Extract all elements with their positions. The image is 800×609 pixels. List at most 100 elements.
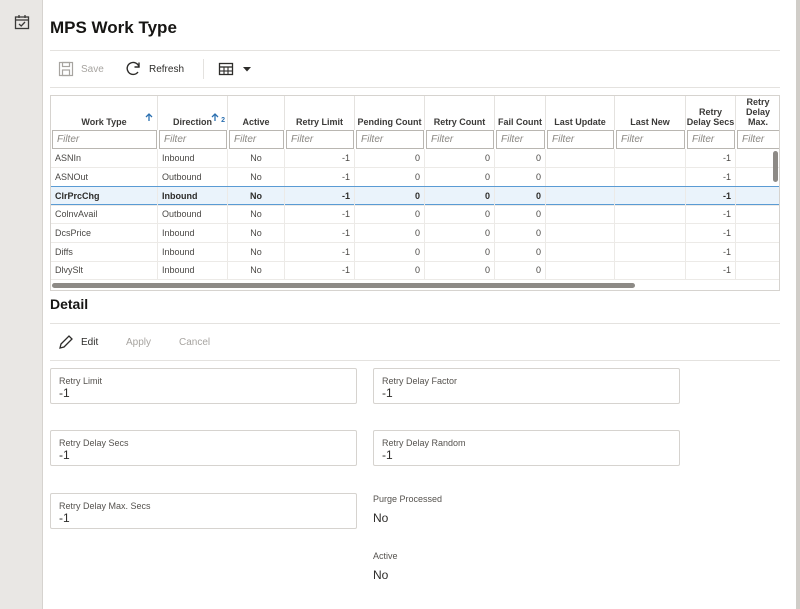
vertical-scrollbar[interactable] (773, 151, 778, 182)
table-row[interactable]: ASNIn Inbound No -1 0 0 0 -1 (51, 149, 779, 168)
table-cell: 0 (425, 223, 495, 243)
table-cell: Inbound (158, 242, 228, 262)
table-cell: No (228, 242, 285, 262)
input-field[interactable]: Retry Delay Factor -1 (373, 368, 680, 404)
cancel-button[interactable]: Cancel (179, 337, 211, 348)
filter-input[interactable]: Filter (356, 130, 424, 149)
table-cell: 0 (495, 149, 546, 168)
table-cell: -1 (285, 149, 355, 168)
input-field[interactable]: Retry Delay Secs -1 (50, 430, 357, 466)
table-cell (615, 205, 686, 225)
table-cell: -1 (285, 223, 355, 243)
column-header[interactable]: Fail Count (495, 96, 546, 130)
table-cell: No (228, 223, 285, 243)
column-header[interactable]: Last New (615, 96, 686, 130)
table-cell: 0 (355, 242, 425, 262)
table-cell (615, 242, 686, 262)
divider (50, 360, 780, 361)
table-cell: 0 (495, 205, 546, 225)
table-cell: -1 (285, 261, 355, 281)
column-header[interactable]: Retry Count (425, 96, 495, 130)
table-cell: -1 (686, 187, 736, 207)
table-row[interactable]: Diffs Inbound No -1 0 0 0 -1 (51, 242, 779, 262)
table-cell (736, 224, 779, 243)
view-menu[interactable] (218, 62, 254, 76)
table-cell (546, 223, 615, 243)
table-cell (615, 261, 686, 281)
column-header-text: Retry Delay Secs (686, 107, 735, 127)
table-cell (546, 205, 615, 225)
column-header[interactable]: Active (228, 96, 285, 130)
field-label: Retry Delay Max. Secs (59, 501, 151, 511)
table-row[interactable]: DlvySlt Inbound No -1 0 0 0 -1 (51, 261, 779, 281)
column-header-text: Work Type (81, 117, 127, 127)
table-cell: 0 (495, 223, 546, 243)
field-value: -1 (59, 386, 70, 400)
edit-button[interactable]: Edit (81, 337, 99, 348)
column-header[interactable]: Work Type (51, 96, 158, 130)
table-row[interactable]: DcsPrice Inbound No -1 0 0 0 -1 (51, 223, 779, 243)
column-header[interactable]: Retry Delay Max. (736, 96, 779, 130)
table-cell: ClrPrcChg (51, 187, 158, 207)
filter-input[interactable]: Filter (426, 130, 494, 149)
save-button[interactable]: Save (81, 64, 104, 75)
filter-input[interactable]: Filter (286, 130, 354, 149)
filter-input[interactable]: Filter (496, 130, 545, 149)
table-cell: Inbound (158, 187, 228, 207)
column-header-text: Pending Count (357, 117, 422, 127)
table-cell: Outbound (158, 167, 228, 187)
data-table: Work Type Filter Direction 2 Filter Active Fil… (50, 95, 780, 291)
table-cell: -1 (285, 242, 355, 262)
table-cell: 0 (355, 223, 425, 243)
table-row[interactable]: ClrPrcChg Inbound No -1 0 0 0 -1 (51, 186, 779, 207)
column-header[interactable]: Direction 2 (158, 96, 228, 130)
edit-icon (59, 335, 73, 349)
detail-title: Detail (50, 296, 89, 312)
table-cell: -1 (686, 205, 736, 225)
table-cell (615, 187, 686, 207)
column-header-text: Last Update (554, 117, 606, 127)
worktype-icon[interactable] (14, 14, 30, 30)
column-header-text: Direction (172, 117, 212, 127)
field-label: Active (373, 551, 398, 561)
table-cell: 0 (355, 187, 425, 207)
column-header[interactable]: Last Update (546, 96, 615, 130)
refresh-button[interactable]: Refresh (149, 64, 185, 75)
table-cell: No (228, 167, 285, 187)
table-row[interactable]: ASNOut Outbound No -1 0 0 0 -1 (51, 167, 779, 187)
filter-input[interactable]: Filter (737, 130, 779, 149)
page-scrollbar[interactable] (796, 0, 800, 609)
table-cell: DcsPrice (51, 223, 158, 243)
table-cell: Inbound (158, 149, 228, 168)
input-field[interactable]: Retry Delay Max. Secs -1 (50, 493, 357, 529)
table-cell (736, 243, 779, 262)
table-row[interactable]: ColnvAvail Outbound No -1 0 0 0 -1 (51, 205, 779, 225)
table-cell: DlvySlt (51, 261, 158, 281)
field-label: Retry Limit (59, 376, 103, 386)
sort-rank: 2 (221, 117, 225, 124)
apply-button[interactable]: Apply (126, 337, 152, 348)
table-cell: No (228, 149, 285, 168)
field-label: Retry Delay Secs (59, 438, 129, 448)
filter-input[interactable]: Filter (159, 130, 227, 149)
field-label: Retry Delay Random (382, 438, 466, 448)
table-cell: -1 (686, 167, 736, 187)
table-cell (615, 149, 686, 168)
table-cell: -1 (285, 167, 355, 187)
filter-input[interactable]: Filter (52, 130, 157, 149)
input-field[interactable]: Retry Delay Random -1 (373, 430, 680, 466)
horizontal-scrollbar[interactable] (52, 283, 635, 288)
filter-input[interactable]: Filter (687, 130, 735, 149)
input-field[interactable]: Retry Limit -1 (50, 368, 357, 404)
table-cell: 0 (425, 242, 495, 262)
divider (50, 87, 780, 88)
column-header-text: Retry Count (433, 117, 486, 127)
filter-input[interactable]: Filter (547, 130, 614, 149)
field-label: Purge Processed (373, 494, 443, 504)
filter-input[interactable]: Filter (616, 130, 685, 149)
column-header[interactable]: Retry Limit (285, 96, 355, 130)
column-header[interactable]: Retry Delay Secs (686, 96, 736, 130)
table-cell (736, 168, 779, 187)
filter-input[interactable]: Filter (229, 130, 284, 149)
column-header[interactable]: Pending Count (355, 96, 425, 130)
